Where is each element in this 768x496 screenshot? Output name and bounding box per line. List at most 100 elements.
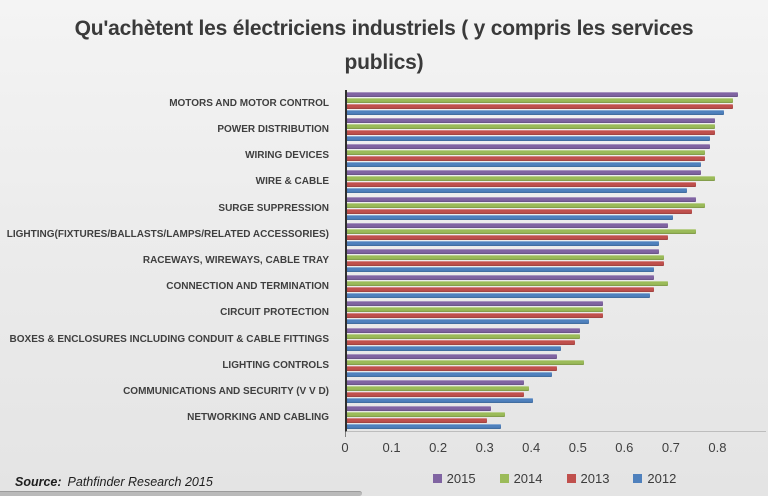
bar-rows: [347, 90, 766, 431]
bar-group: [347, 326, 766, 352]
legend-item-2014: 2014: [499, 471, 543, 486]
bar-2015: [347, 249, 659, 255]
bar-2015: [347, 301, 604, 307]
bar-2013: [347, 156, 706, 162]
bar-2014: [347, 150, 706, 156]
bar-2015: [347, 327, 580, 333]
bar-2014: [347, 123, 715, 129]
bar-2015: [347, 353, 557, 359]
x-tick-label: 0.3: [475, 440, 494, 455]
bar-2013: [347, 313, 604, 319]
bar-2015: [347, 170, 701, 176]
source-text: Pathfinder Research 2015: [67, 475, 213, 489]
x-axis: 0 0.1 0.2 0.3 0.4 0.5 0.6 0.7 0.8: [341, 431, 764, 461]
legend-label: 2014: [513, 471, 543, 486]
bar-2015: [347, 144, 711, 150]
legend-item-2013: 2013: [566, 471, 610, 486]
category-axis: MOTORS AND MOTOR CONTROL POWER DISTRIBUTI…: [0, 90, 337, 431]
bar-2013: [347, 208, 692, 214]
bar-2013: [347, 129, 715, 135]
bar-2013: [347, 287, 655, 293]
x-tick-label: 0.6: [615, 440, 634, 455]
bar-2014: [347, 255, 664, 261]
bar-2014: [347, 333, 580, 339]
bar-2014: [347, 176, 715, 182]
x-tick-label: 0.4: [522, 440, 541, 455]
bar-2012: [347, 109, 725, 115]
legend-item-2012: 2012: [633, 471, 676, 486]
source-note: Source: Pathfinder Research 2015: [15, 475, 213, 489]
bar-2015: [347, 117, 715, 123]
bar-2014: [347, 386, 529, 392]
x-tick-label: 0.2: [429, 440, 448, 455]
bar-group: [347, 169, 766, 195]
bar-group: [347, 379, 766, 405]
bar-2015: [347, 91, 739, 97]
legend-item-2015: 2015: [432, 471, 476, 486]
category-label: CONNECTION AND TERMINATION: [166, 281, 329, 293]
bar-2012: [347, 398, 534, 404]
category-label: WIRE & CABLE: [255, 176, 329, 188]
bar-group: [347, 142, 766, 168]
category-label: COMMUNICATIONS AND SECURITY (V V D): [123, 386, 329, 398]
bar-group: [347, 90, 766, 116]
bar-2014: [347, 359, 585, 365]
bar-group: [347, 221, 766, 247]
chart-title: Qu'achètent les électriciens industriels…: [74, 17, 694, 74]
bar-2015: [347, 406, 492, 412]
bar-2012: [347, 345, 562, 351]
bar-2015: [347, 380, 524, 386]
bar-group: [347, 116, 766, 142]
source-label: Source:: [15, 475, 62, 489]
category-label: POWER DISTRIBUTION: [217, 123, 329, 135]
bar-2012: [347, 293, 650, 299]
bar-2014: [347, 281, 669, 287]
category-label: MOTORS AND MOTOR CONTROL: [169, 97, 329, 109]
bar-2013: [347, 418, 487, 424]
category-label: LIGHTING CONTROLS: [222, 359, 329, 371]
category-label: BOXES & ENCLOSURES INCLUDING CONDUIT & C…: [9, 333, 329, 345]
bar-2014: [347, 202, 706, 208]
x-tick-label: 0.5: [568, 440, 587, 455]
plot-area: [345, 90, 766, 432]
category-label: RACEWAYS, WIREWAYS, CABLE TRAY: [142, 255, 329, 267]
bar-2014: [347, 228, 697, 234]
legend-swatch-icon: [633, 474, 643, 483]
category-label: SURGE SUPPRESSION: [218, 202, 329, 214]
bar-2013: [347, 103, 734, 109]
bar-2012: [347, 240, 659, 246]
bar-2013: [347, 182, 697, 188]
bar-2012: [347, 371, 552, 377]
bar-2012: [347, 162, 701, 168]
legend-label: 2013: [580, 471, 610, 486]
legend-swatch-icon: [432, 474, 442, 483]
bar-group: [347, 247, 766, 273]
x-tick-label: 0: [341, 440, 349, 455]
category-label: WIRING DEVICES: [245, 150, 329, 162]
bar-2014: [347, 97, 734, 103]
bar-2012: [347, 267, 655, 273]
legend-swatch-icon: [499, 474, 509, 483]
legend-label: 2015: [446, 471, 476, 486]
bar-2012: [347, 214, 673, 220]
category-label: CIRCUIT PROTECTION: [220, 307, 329, 319]
bar-2013: [347, 234, 669, 240]
x-tick-label: 0.1: [382, 440, 401, 455]
category-label: NETWORKING AND CABLING: [187, 412, 329, 424]
bar-2014: [347, 307, 604, 313]
legend-label: 2012: [647, 471, 677, 486]
bar-group: [347, 352, 766, 378]
bar-2013: [347, 339, 576, 345]
bar-2014: [347, 412, 506, 418]
bar-group: [347, 405, 766, 431]
bar-2012: [347, 135, 711, 141]
x-tick-label: 0.7: [661, 440, 680, 455]
bottom-edge-strip: [0, 491, 362, 496]
bar-group: [347, 274, 766, 300]
bar-2012: [347, 188, 687, 194]
legend-swatch-icon: [566, 474, 576, 483]
legend: 2015 2014 2013 2012: [345, 471, 764, 486]
bar-group: [347, 195, 766, 221]
category-label: LIGHTING(FIXTURES/BALLASTS/LAMPS/RELATED…: [6, 228, 329, 240]
